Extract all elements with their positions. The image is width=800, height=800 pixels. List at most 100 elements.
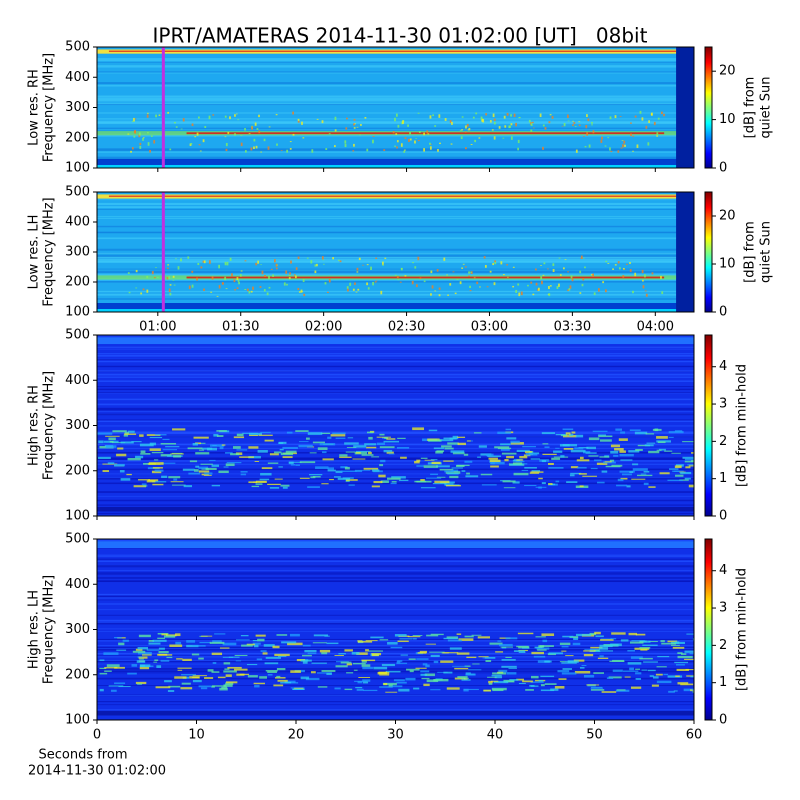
- spectrogram-texture: [259, 676, 267, 679]
- spectrogram-texture: [515, 461, 525, 463]
- spectrogram-texture: [561, 650, 567, 652]
- spectrogram-texture: [550, 483, 556, 486]
- spectrogram-texture: [669, 468, 679, 471]
- spectrogram-texture: [615, 689, 630, 692]
- y-tick-label: 300: [65, 622, 90, 637]
- spectrogram-texture: [664, 450, 673, 452]
- spectrogram-texture: [173, 478, 178, 481]
- spectrogram-texture: [227, 666, 242, 669]
- spectrogram-texture: [297, 288, 300, 291]
- spectrogram-texture: [464, 678, 468, 680]
- spectrogram-texture: [353, 123, 355, 126]
- spectrogram-texture: [517, 139, 520, 144]
- x-tick-label: 20: [288, 728, 305, 743]
- spectrogram-texture: [194, 136, 197, 138]
- spectrogram-texture: [275, 267, 278, 270]
- spectrogram-texture: [118, 686, 131, 688]
- spectrogram-texture: [322, 458, 334, 461]
- spectrogram-texture: [146, 112, 149, 114]
- spectrogram-texture: [258, 434, 273, 436]
- spectrogram-texture: [166, 656, 173, 659]
- spectrogram-texture: [371, 456, 380, 458]
- spectrogram-texture: [97, 640, 694, 642]
- spectrogram-texture: [478, 656, 489, 658]
- spectrogram-texture: [408, 138, 410, 143]
- spectrogram-texture: [138, 132, 141, 136]
- spectrogram-texture: [168, 685, 181, 688]
- spectrogram-texture: [275, 114, 278, 116]
- spectrogram-texture: [622, 144, 624, 148]
- spectrogram-texture: [416, 480, 432, 483]
- spectrogram-texture: [463, 453, 469, 456]
- spectrogram-texture: [657, 441, 666, 444]
- spectrogram-texture: [193, 436, 209, 439]
- spectrogram-texture: [504, 125, 507, 128]
- spectrogram-texture: [564, 259, 567, 261]
- spectrogram-texture: [459, 130, 462, 132]
- spectrogram-texture: [570, 275, 573, 279]
- spectrogram-texture: [674, 641, 680, 644]
- spectrogram-texture: [569, 285, 572, 289]
- spectrogram-texture: [187, 256, 190, 259]
- spectrogram-texture: [597, 650, 614, 652]
- spectrogram-texture: [627, 649, 635, 652]
- spectrogram-texture: [595, 635, 604, 638]
- spectrogram-texture: [202, 260, 205, 263]
- spectrogram-texture: [97, 360, 694, 363]
- spectrogram-texture: [449, 283, 452, 286]
- spectrogram-texture: [240, 142, 243, 147]
- spectrogram-texture: [480, 453, 492, 456]
- y-tick-label: 100: [65, 161, 90, 176]
- spectrogram-texture: [544, 683, 557, 685]
- colorbar-label: [dB] from: [743, 221, 758, 283]
- spectrogram-texture: [321, 670, 336, 672]
- spectrogram-texture: [231, 273, 233, 277]
- spectrogram-texture: [233, 446, 241, 449]
- spectrogram-texture: [299, 461, 316, 464]
- spectrogram-texture: [454, 667, 469, 670]
- spectrogram-texture: [553, 450, 563, 453]
- spectrogram-texture: [97, 695, 694, 697]
- spectrogram-texture: [97, 419, 694, 421]
- spectrogram-texture: [251, 485, 260, 488]
- spectrogram-texture: [549, 114, 552, 116]
- spectrogram-texture: [454, 292, 457, 295]
- spectrogram-texture: [404, 275, 407, 277]
- spectrogram-texture: [639, 110, 642, 114]
- spectrogram-texture: [97, 358, 694, 360]
- spectrogram-texture: [337, 477, 351, 480]
- spectrogram-texture: [423, 148, 425, 152]
- spectrogram-texture: [620, 147, 623, 149]
- spectrogram-texture: [97, 156, 694, 159]
- spectrogram-texture: [168, 288, 171, 293]
- spectrogram-texture: [415, 138, 418, 139]
- spectrogram-texture: [520, 291, 523, 296]
- spectrogram-texture: [438, 114, 441, 118]
- spectrogram-texture: [97, 293, 694, 296]
- y-axis-label: Low res. RH: [27, 69, 42, 146]
- spectrogram-texture: [97, 232, 694, 233]
- spectrogram-texture: [630, 686, 642, 689]
- spectrogram-texture: [337, 259, 340, 261]
- spectrogram-texture: [415, 667, 427, 669]
- spectrogram-texture: [328, 133, 331, 135]
- spectrogram-texture: [126, 473, 132, 476]
- spectrogram-texture: [162, 449, 178, 451]
- spectrogram-texture: [324, 635, 330, 637]
- spectrogram-texture: [237, 119, 240, 121]
- spectrogram-texture: [585, 124, 588, 129]
- spectrogram-texture: [407, 124, 409, 127]
- spectrogram-texture: [186, 276, 665, 279]
- spectrogram-texture: [586, 684, 600, 686]
- spectrogram-texture: [440, 660, 454, 663]
- spectrogram-texture: [651, 112, 653, 116]
- spectrogram-texture: [226, 681, 238, 684]
- spectrogram-texture: [417, 139, 420, 142]
- spectrogram-texture: [567, 660, 579, 663]
- spectrogram-texture: [592, 273, 594, 277]
- spectrogram-texture: [357, 681, 362, 684]
- spectrogram-texture: [97, 158, 694, 165]
- spectrogram-texture: [482, 657, 492, 659]
- spectrogram-texture: [361, 659, 376, 662]
- spectrogram-texture: [680, 683, 694, 686]
